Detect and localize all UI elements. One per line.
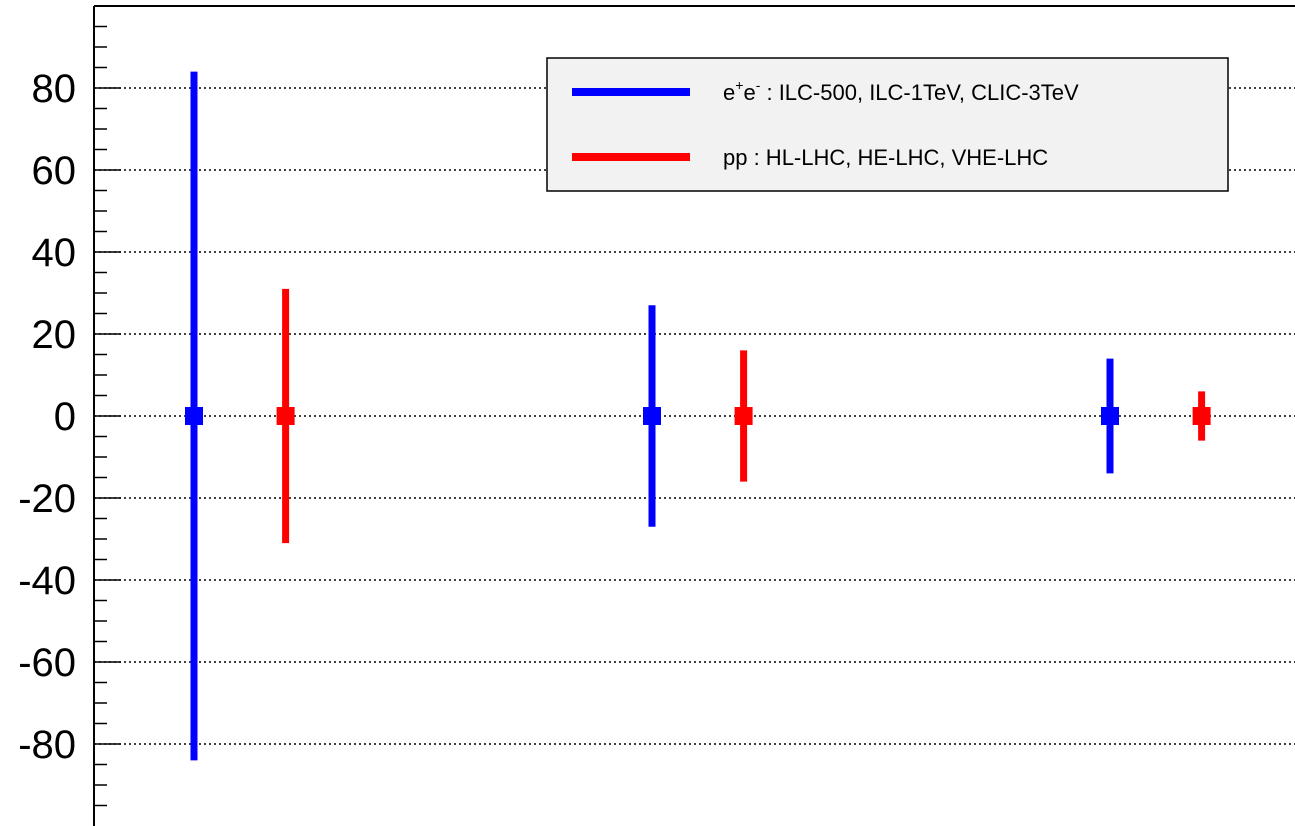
y-tick-label: 40 xyxy=(32,231,77,275)
y-axis: -80 -60 -40 -20 0 20 40 60 80 xyxy=(18,5,1295,826)
legend: e+e- : ILC-500, ILC-1TeV, CLIC-3TeV pp :… xyxy=(546,57,1229,192)
data-point-s1-p1 xyxy=(734,407,753,425)
legend-label-ee: e+e- : ILC-500, ILC-1TeV, CLIC-3TeV xyxy=(723,77,1079,105)
data-point-s1-p0 xyxy=(276,407,295,425)
data-point-s0-p1 xyxy=(643,407,661,425)
y-tick-label: 80 xyxy=(32,67,77,111)
data-point-s1-p2 xyxy=(1192,407,1211,425)
data-point-s0-p0 xyxy=(185,407,203,425)
data-point-s0-p2 xyxy=(1101,407,1119,425)
y-tick-label: -80 xyxy=(18,723,76,767)
y-tick-label: -40 xyxy=(18,559,76,603)
y-tick-label: -60 xyxy=(18,641,76,685)
y-tick-label: 0 xyxy=(54,395,76,439)
legend-label-pp: pp : HL-LHC, HE-LHC, VHE-LHC xyxy=(723,145,1048,170)
y-tick-label: 20 xyxy=(32,313,77,357)
y-tick-label: -20 xyxy=(18,477,76,521)
legend-box xyxy=(546,57,1229,192)
y-tick-label: 60 xyxy=(32,149,77,193)
error-bars xyxy=(185,71,1211,761)
